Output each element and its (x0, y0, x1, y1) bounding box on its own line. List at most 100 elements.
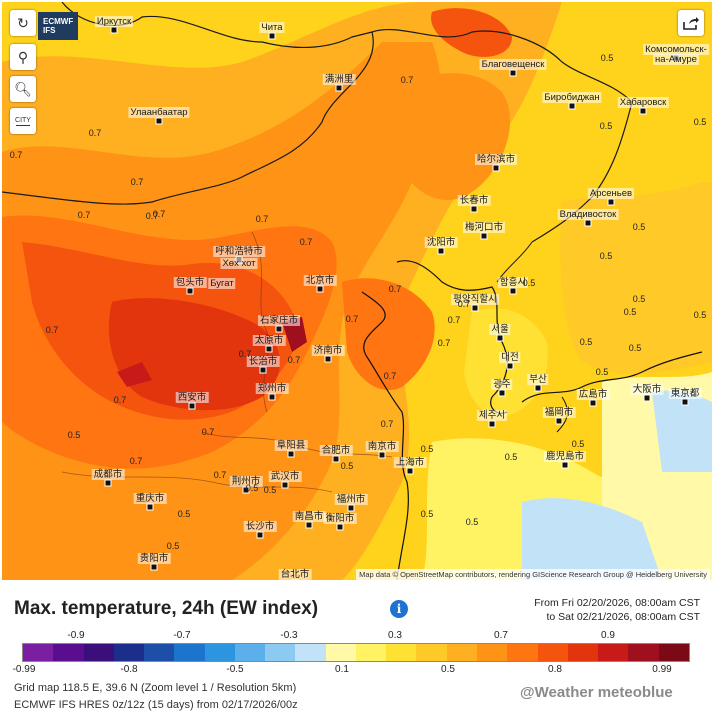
place-label[interactable]: 台北市 (278, 569, 312, 580)
place-label[interactable]: 包头市 (173, 277, 207, 288)
place-label[interactable]: 太原市 (252, 335, 286, 346)
place-label[interactable]: 대전 (499, 352, 521, 363)
color-step (23, 644, 54, 661)
city-marker (643, 394, 651, 402)
place-label[interactable]: Благовещенск (479, 59, 547, 70)
place-label[interactable]: 南昌市 (292, 511, 326, 522)
place-label[interactable]: 鹿児島市 (543, 451, 587, 462)
grid-value-label: 0.5 (579, 337, 593, 347)
place-label[interactable]: 贵阳市 (137, 553, 171, 564)
place-label[interactable]: Арсеньев (587, 188, 635, 199)
legend-tick-bottom: 0.99 (652, 664, 672, 675)
city-marker (259, 366, 267, 374)
grid-value-label: 0.5 (465, 517, 479, 527)
legend-tick-bottom: 0.8 (548, 664, 562, 675)
grid-value-label: 0.7 (400, 75, 414, 85)
grid-value-label: 0.7 (255, 214, 269, 224)
grid-value-label: 0.7 (113, 395, 127, 405)
place-label[interactable]: на-Амуре (653, 54, 699, 65)
legend-tick-top: -0.3 (280, 630, 298, 641)
info-icon[interactable]: i (390, 600, 408, 618)
place-label[interactable]: Владивосток (557, 209, 619, 220)
place-label[interactable]: 南京市 (365, 441, 399, 452)
place-label[interactable]: 郑州市 (255, 383, 289, 394)
chart-title: Max. temperature, 24h (EW index) (14, 598, 319, 619)
city-marker (335, 84, 343, 92)
place-label[interactable]: Чита (259, 22, 285, 33)
place-label[interactable]: 合肥市 (319, 445, 353, 456)
place-label[interactable]: 石家庄市 (257, 315, 301, 326)
grid-value-label: 0.5 (600, 53, 614, 63)
legend-tick-bottom: -0.5 (226, 664, 244, 675)
place-label[interactable]: 阜阳县 (274, 440, 308, 451)
location-button[interactable]: ⚲ (10, 44, 36, 70)
place-label[interactable]: 東京都 (668, 388, 702, 399)
grid-value-label: 0.5 (263, 485, 277, 495)
share-button[interactable] (678, 10, 704, 36)
place-label[interactable]: 呼和浩特市 (213, 246, 265, 257)
color-scale-bar (22, 643, 690, 662)
city-toggle-button[interactable]: CITY (10, 108, 36, 134)
color-step (386, 644, 417, 661)
refresh-button[interactable]: ↻ (10, 10, 36, 36)
city-strike-icon (16, 124, 30, 126)
place-label[interactable]: 함흥시 (497, 277, 529, 288)
place-label[interactable]: 哈尔滨市 (474, 154, 518, 165)
grid-value-label: 0.7 (388, 284, 402, 294)
city-marker (378, 451, 386, 459)
place-label[interactable]: 梅河口市 (462, 222, 506, 233)
place-label[interactable]: 서울 (489, 324, 511, 335)
city-marker (406, 467, 414, 475)
city-marker (287, 450, 295, 458)
city-marker (186, 287, 194, 295)
place-label[interactable]: 上海市 (393, 457, 427, 468)
legend-tick-bottom: -0.8 (120, 664, 138, 675)
place-label[interactable]: 长沙市 (243, 521, 277, 532)
place-label[interactable]: 광주 (491, 379, 513, 390)
color-step (204, 644, 235, 661)
place-label[interactable]: Хабаровск (617, 97, 669, 108)
place-label[interactable]: 大阪市 (630, 384, 664, 395)
color-step (234, 644, 266, 661)
place-label[interactable]: 제주시 (476, 410, 508, 421)
grid-value-label: 0.7 (88, 128, 102, 138)
zoom-button[interactable]: 🔍︎ (10, 76, 36, 102)
place-label[interactable]: 부산 (527, 374, 549, 385)
color-step (325, 644, 356, 661)
city-marker (146, 503, 154, 511)
place-label[interactable]: 武汉市 (268, 471, 302, 482)
place-label[interactable]: 평양직할시 (451, 294, 499, 305)
place-label[interactable]: Иркутск (94, 16, 134, 27)
place-label[interactable]: Хөх хот (220, 258, 258, 269)
city-marker (336, 523, 344, 531)
place-label[interactable]: 成都市 (91, 469, 125, 480)
place-label[interactable]: 重庆市 (133, 493, 167, 504)
map-view[interactable]: ↻ ECMWF IFS ⚲ 🔍︎ CITY Иркутск Чита Улаанба… (2, 2, 712, 580)
place-label[interactable]: 长治市 (246, 356, 280, 367)
place-label[interactable]: Улаанбаатар (128, 107, 190, 118)
place-label[interactable]: 広島市 (576, 389, 610, 400)
color-step (598, 644, 629, 661)
place-label[interactable]: 满洲里 (322, 74, 356, 85)
place-label[interactable]: 西安市 (175, 392, 209, 403)
color-step (83, 644, 114, 661)
place-label[interactable]: Бугат (208, 278, 236, 289)
grid-value-label: 0.5 (571, 439, 585, 449)
place-label[interactable]: 济南市 (311, 345, 345, 356)
color-step (567, 644, 599, 661)
place-label[interactable]: Комсомольск- (643, 44, 709, 55)
place-label[interactable]: 福州市 (334, 494, 368, 505)
city-marker (584, 219, 592, 227)
grid-value-label: 0.5 (623, 307, 637, 317)
city-marker (104, 479, 112, 487)
color-step (295, 644, 326, 661)
place-label[interactable]: 沈阳市 (424, 237, 458, 248)
place-label[interactable]: 衡阳市 (323, 513, 357, 524)
city-marker (275, 325, 283, 333)
place-label[interactable]: Биробиджан (542, 92, 602, 103)
place-label[interactable]: 荆州市 (229, 476, 263, 487)
place-label[interactable]: 福岡市 (542, 407, 576, 418)
place-label[interactable]: 北京市 (303, 275, 337, 286)
grid-value-label: 0.7 (45, 325, 59, 335)
place-label[interactable]: 长春市 (457, 195, 491, 206)
